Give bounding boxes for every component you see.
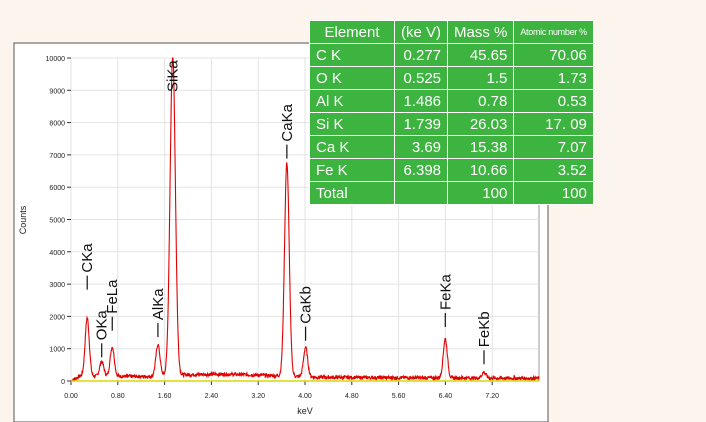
header-element: Element bbox=[309, 20, 395, 44]
element-composition-table: Element (ke V) Mass % Atomic number % C … bbox=[309, 20, 594, 205]
atomic-cell: 17. 09 bbox=[513, 112, 594, 136]
mass-cell: 10.66 bbox=[447, 158, 515, 182]
kev-cell: 0.277 bbox=[393, 43, 449, 67]
atomic-cell: 0.53 bbox=[513, 89, 594, 113]
peak-label: OKa bbox=[94, 310, 111, 341]
atomic-cell: 3.52 bbox=[513, 158, 594, 182]
spectrum-series bbox=[70, 57, 540, 383]
table-total-row: Total 100 100 bbox=[309, 181, 594, 205]
atomic-cell: 7.07 bbox=[513, 135, 594, 159]
table-row: Si K 1.739 26.03 17. 09 bbox=[309, 112, 594, 136]
y-tick-label: 9000 bbox=[49, 88, 65, 95]
peak-label: AlKa bbox=[150, 288, 167, 320]
header-mass-percent: Mass % bbox=[447, 20, 515, 44]
y-tick-label: 4000 bbox=[49, 250, 65, 257]
element-cell: Total bbox=[309, 181, 395, 205]
kev-cell: 1.739 bbox=[393, 112, 449, 136]
x-tick-label: 0.00 bbox=[64, 393, 78, 400]
y-tick-label: 3000 bbox=[49, 282, 65, 289]
y-tick-label: 1000 bbox=[49, 347, 65, 354]
x-tick-label: 6.40 bbox=[439, 393, 453, 400]
element-cell: Fe K bbox=[309, 158, 395, 182]
mass-cell: 0.78 bbox=[447, 89, 515, 113]
element-cell: Ca K bbox=[309, 135, 395, 159]
atomic-cell: 1.73 bbox=[513, 66, 594, 90]
header-kev: (ke V) bbox=[393, 20, 449, 44]
peak-label: FeLa bbox=[104, 279, 121, 314]
kev-cell: 6.398 bbox=[393, 158, 449, 182]
y-axis-label: Counts bbox=[18, 205, 28, 234]
y-tick-label: 0 bbox=[61, 379, 65, 386]
mass-cell: 26.03 bbox=[447, 112, 515, 136]
x-tick-label: 4.00 bbox=[298, 393, 312, 400]
kev-cell: 0.525 bbox=[393, 66, 449, 90]
x-tick-label: 1.60 bbox=[158, 393, 172, 400]
x-tick-label: 3.20 bbox=[251, 393, 265, 400]
x-tick-label: 5.60 bbox=[392, 393, 406, 400]
mass-cell: 45.65 bbox=[447, 43, 515, 67]
x-tick-label: 4.80 bbox=[345, 393, 359, 400]
peak-label: CKa bbox=[79, 243, 96, 273]
element-cell: Al K bbox=[309, 89, 395, 113]
y-tick-label: 5000 bbox=[49, 218, 65, 225]
table-row: O K 0.525 1.5 1.73 bbox=[309, 66, 594, 90]
atomic-cell: 100 bbox=[513, 181, 594, 205]
x-tick-label: 7.20 bbox=[485, 393, 499, 400]
y-tick-label: 10000 bbox=[46, 56, 66, 63]
y-tick-label: 6000 bbox=[49, 185, 65, 192]
mass-cell: 15.38 bbox=[447, 135, 515, 159]
x-tick-label: 0.80 bbox=[111, 393, 125, 400]
peak-label: FeKa bbox=[437, 274, 454, 311]
element-cell: O K bbox=[309, 66, 395, 90]
kev-cell: 1.486 bbox=[393, 89, 449, 113]
y-tick-label: 8000 bbox=[49, 121, 65, 128]
table-row: Ca K 3.69 15.38 7.07 bbox=[309, 135, 594, 159]
element-cell: C K bbox=[309, 43, 395, 67]
atomic-cell: 70.06 bbox=[513, 43, 594, 67]
mass-cell: 1.5 bbox=[447, 66, 515, 90]
table-row: Al K 1.486 0.78 0.53 bbox=[309, 89, 594, 113]
kev-cell: 3.69 bbox=[393, 135, 449, 159]
peak-label: CaKb bbox=[298, 286, 315, 324]
y-tick-label: 7000 bbox=[49, 153, 65, 160]
table-header-row: Element (ke V) Mass % Atomic number % bbox=[309, 20, 594, 44]
mass-cell: 100 bbox=[447, 181, 515, 205]
peak-label: CaKa bbox=[279, 103, 296, 141]
peak-label: FeKb bbox=[476, 311, 493, 347]
table-row: Fe K 6.398 10.66 3.52 bbox=[309, 158, 594, 182]
header-atomic-percent: Atomic number % bbox=[513, 20, 594, 44]
y-tick-label: 2000 bbox=[49, 314, 65, 321]
x-tick-label: 2.40 bbox=[205, 393, 219, 400]
table-row: C K 0.277 45.65 70.06 bbox=[309, 43, 594, 67]
x-axis-label: keV bbox=[297, 406, 313, 416]
element-cell: Si K bbox=[309, 112, 395, 136]
kev-cell bbox=[393, 181, 449, 205]
peak-label: SiKa bbox=[165, 60, 182, 92]
